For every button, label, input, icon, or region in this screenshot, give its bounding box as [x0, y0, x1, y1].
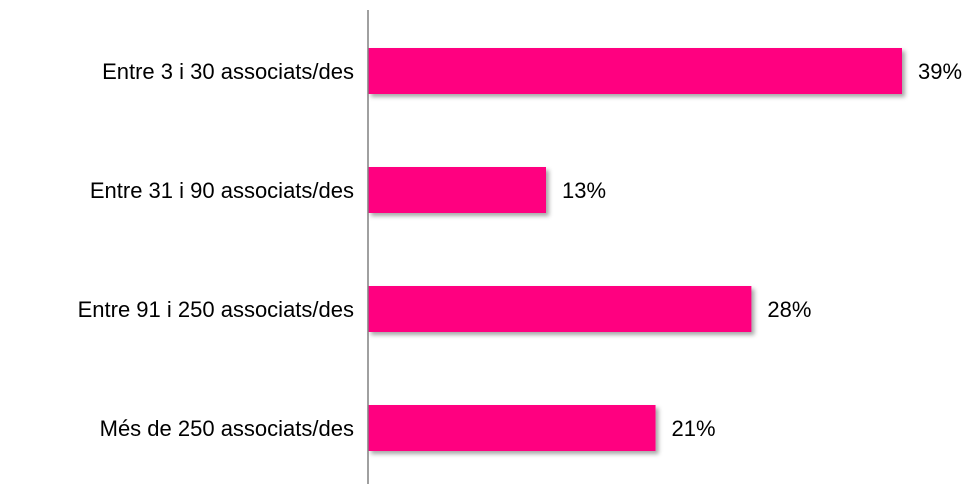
bar — [368, 405, 656, 451]
bar — [368, 286, 752, 332]
value-label: 39% — [918, 59, 962, 84]
bars-group — [368, 48, 902, 451]
value-label: 21% — [672, 416, 716, 441]
category-label: Entre 3 i 30 associats/des — [102, 59, 354, 84]
category-label: Entre 91 i 250 associats/des — [78, 297, 354, 322]
value-label: 28% — [767, 297, 811, 322]
value-label: 13% — [562, 178, 606, 203]
bar — [368, 167, 546, 213]
category-label: Entre 31 i 90 associats/des — [90, 178, 354, 203]
bar — [368, 48, 902, 94]
labels-group: Entre 3 i 30 associats/des 39% Entre 31 i … — [78, 59, 962, 441]
category-label: Més de 250 associats/des — [100, 416, 354, 441]
